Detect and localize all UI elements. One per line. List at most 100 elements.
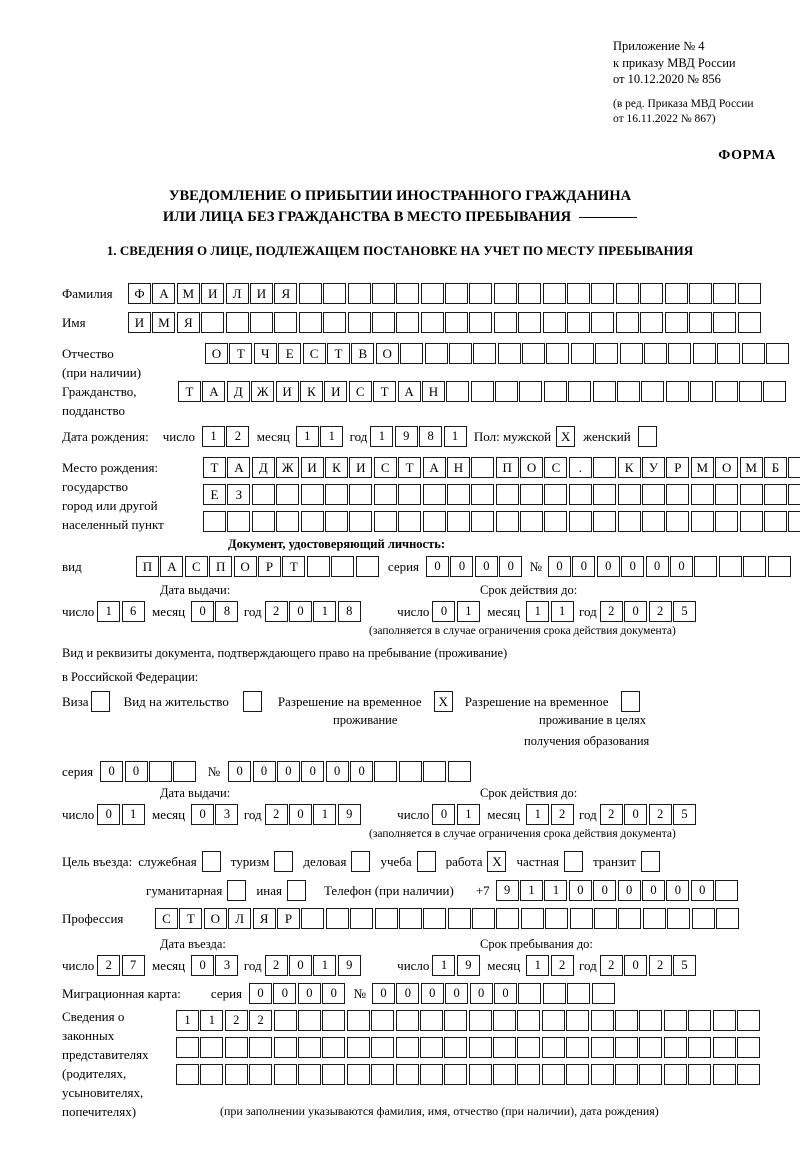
form-cell[interactable] xyxy=(712,1064,736,1085)
form-cell[interactable] xyxy=(592,381,616,402)
form-cell[interactable] xyxy=(743,556,767,577)
purpose-option-checkbox[interactable] xyxy=(351,851,371,872)
form-cell[interactable]: 1 xyxy=(370,426,394,447)
form-cell[interactable] xyxy=(640,283,664,304)
form-cell[interactable]: И xyxy=(300,457,324,478)
form-cell[interactable] xyxy=(591,983,615,1004)
form-cell[interactable] xyxy=(398,484,422,505)
form-cell[interactable] xyxy=(663,1037,687,1058)
form-cell[interactable]: 5 xyxy=(672,601,696,622)
edu-residence-checkbox[interactable] xyxy=(620,691,640,712)
form-cell[interactable] xyxy=(419,1064,443,1085)
form-cell[interactable]: Ч xyxy=(253,343,277,364)
form-cell[interactable]: 3 xyxy=(215,955,239,976)
form-cell[interactable]: П xyxy=(136,556,159,577)
form-cell[interactable]: 0 xyxy=(469,983,493,1004)
form-cell[interactable] xyxy=(176,1037,199,1058)
form-cell[interactable]: М xyxy=(152,312,176,333)
form-cell[interactable] xyxy=(688,283,712,304)
form-cell[interactable] xyxy=(251,484,275,505)
form-cell[interactable] xyxy=(739,511,763,532)
form-cell[interactable]: 1 xyxy=(97,601,121,622)
form-cell[interactable] xyxy=(619,343,643,364)
purpose-option-checkbox[interactable] xyxy=(416,851,436,872)
form-cell[interactable]: 0 xyxy=(669,556,693,577)
form-cell[interactable] xyxy=(444,1064,468,1085)
form-cell[interactable]: Р xyxy=(276,908,300,929)
form-cell[interactable] xyxy=(297,1037,321,1058)
form-cell[interactable] xyxy=(736,1037,760,1058)
form-cell[interactable]: Я xyxy=(274,283,298,304)
form-cell[interactable] xyxy=(273,1037,297,1058)
form-cell[interactable] xyxy=(347,312,371,333)
form-cell[interactable] xyxy=(688,312,712,333)
form-cell[interactable] xyxy=(251,511,275,532)
form-cell[interactable] xyxy=(566,1010,590,1031)
form-cell[interactable] xyxy=(300,511,324,532)
form-cell[interactable]: 0 xyxy=(572,556,596,577)
form-cell[interactable]: 0 xyxy=(322,983,346,1004)
form-cell[interactable] xyxy=(200,1064,224,1085)
form-cell[interactable]: 0 xyxy=(621,556,645,577)
form-cell[interactable] xyxy=(322,1037,346,1058)
form-cell[interactable] xyxy=(567,283,591,304)
form-cell[interactable]: 9 xyxy=(394,426,418,447)
form-cell[interactable]: 2 xyxy=(249,1010,273,1031)
form-cell[interactable]: 0 xyxy=(191,804,215,825)
form-cell[interactable]: И xyxy=(349,457,373,478)
form-cell[interactable]: 1 xyxy=(176,1010,199,1031)
form-cell[interactable]: 0 xyxy=(624,804,648,825)
form-cell[interactable]: 0 xyxy=(289,601,312,622)
form-cell[interactable]: 0 xyxy=(642,880,665,901)
form-cell[interactable] xyxy=(690,484,714,505)
form-cell[interactable] xyxy=(715,484,739,505)
form-cell[interactable] xyxy=(322,1010,346,1031)
form-cell[interactable] xyxy=(544,484,568,505)
form-cell[interactable] xyxy=(371,1064,395,1085)
form-cell[interactable] xyxy=(688,1064,712,1085)
form-cell[interactable] xyxy=(200,1037,224,1058)
form-cell[interactable] xyxy=(765,343,789,364)
form-cell[interactable] xyxy=(569,908,593,929)
form-cell[interactable] xyxy=(688,1010,712,1031)
form-cell[interactable]: Л xyxy=(228,908,252,929)
form-cell[interactable] xyxy=(567,312,591,333)
representatives-cells-2[interactable] xyxy=(176,1037,761,1058)
form-cell[interactable] xyxy=(350,908,374,929)
form-cell[interactable] xyxy=(273,1064,297,1085)
form-cell[interactable]: 0 xyxy=(450,556,474,577)
form-cell[interactable]: 1 xyxy=(526,601,550,622)
form-cell[interactable]: З xyxy=(227,484,251,505)
form-cell[interactable]: Л xyxy=(225,283,249,304)
form-cell[interactable] xyxy=(642,511,666,532)
form-cell[interactable] xyxy=(546,343,570,364)
form-cell[interactable] xyxy=(448,343,472,364)
form-cell[interactable] xyxy=(373,511,397,532)
form-cell[interactable] xyxy=(224,1037,248,1058)
form-cell[interactable]: О xyxy=(203,908,227,929)
form-cell[interactable]: 2 xyxy=(550,955,574,976)
purpose-option-checkbox[interactable] xyxy=(227,880,247,901)
form-cell[interactable]: Ж xyxy=(251,381,275,402)
form-cell[interactable] xyxy=(542,983,566,1004)
form-cell[interactable]: 2 xyxy=(97,955,121,976)
form-cell[interactable] xyxy=(566,1064,590,1085)
form-cell[interactable]: 1 xyxy=(313,955,337,976)
form-cell[interactable]: 2 xyxy=(224,1010,248,1031)
form-cell[interactable] xyxy=(420,312,444,333)
form-cell[interactable] xyxy=(468,1010,492,1031)
form-cell[interactable]: Р xyxy=(257,556,281,577)
form-cell[interactable]: И xyxy=(324,381,348,402)
form-cell[interactable] xyxy=(568,381,592,402)
form-cell[interactable] xyxy=(495,484,519,505)
form-cell[interactable]: А xyxy=(202,381,226,402)
